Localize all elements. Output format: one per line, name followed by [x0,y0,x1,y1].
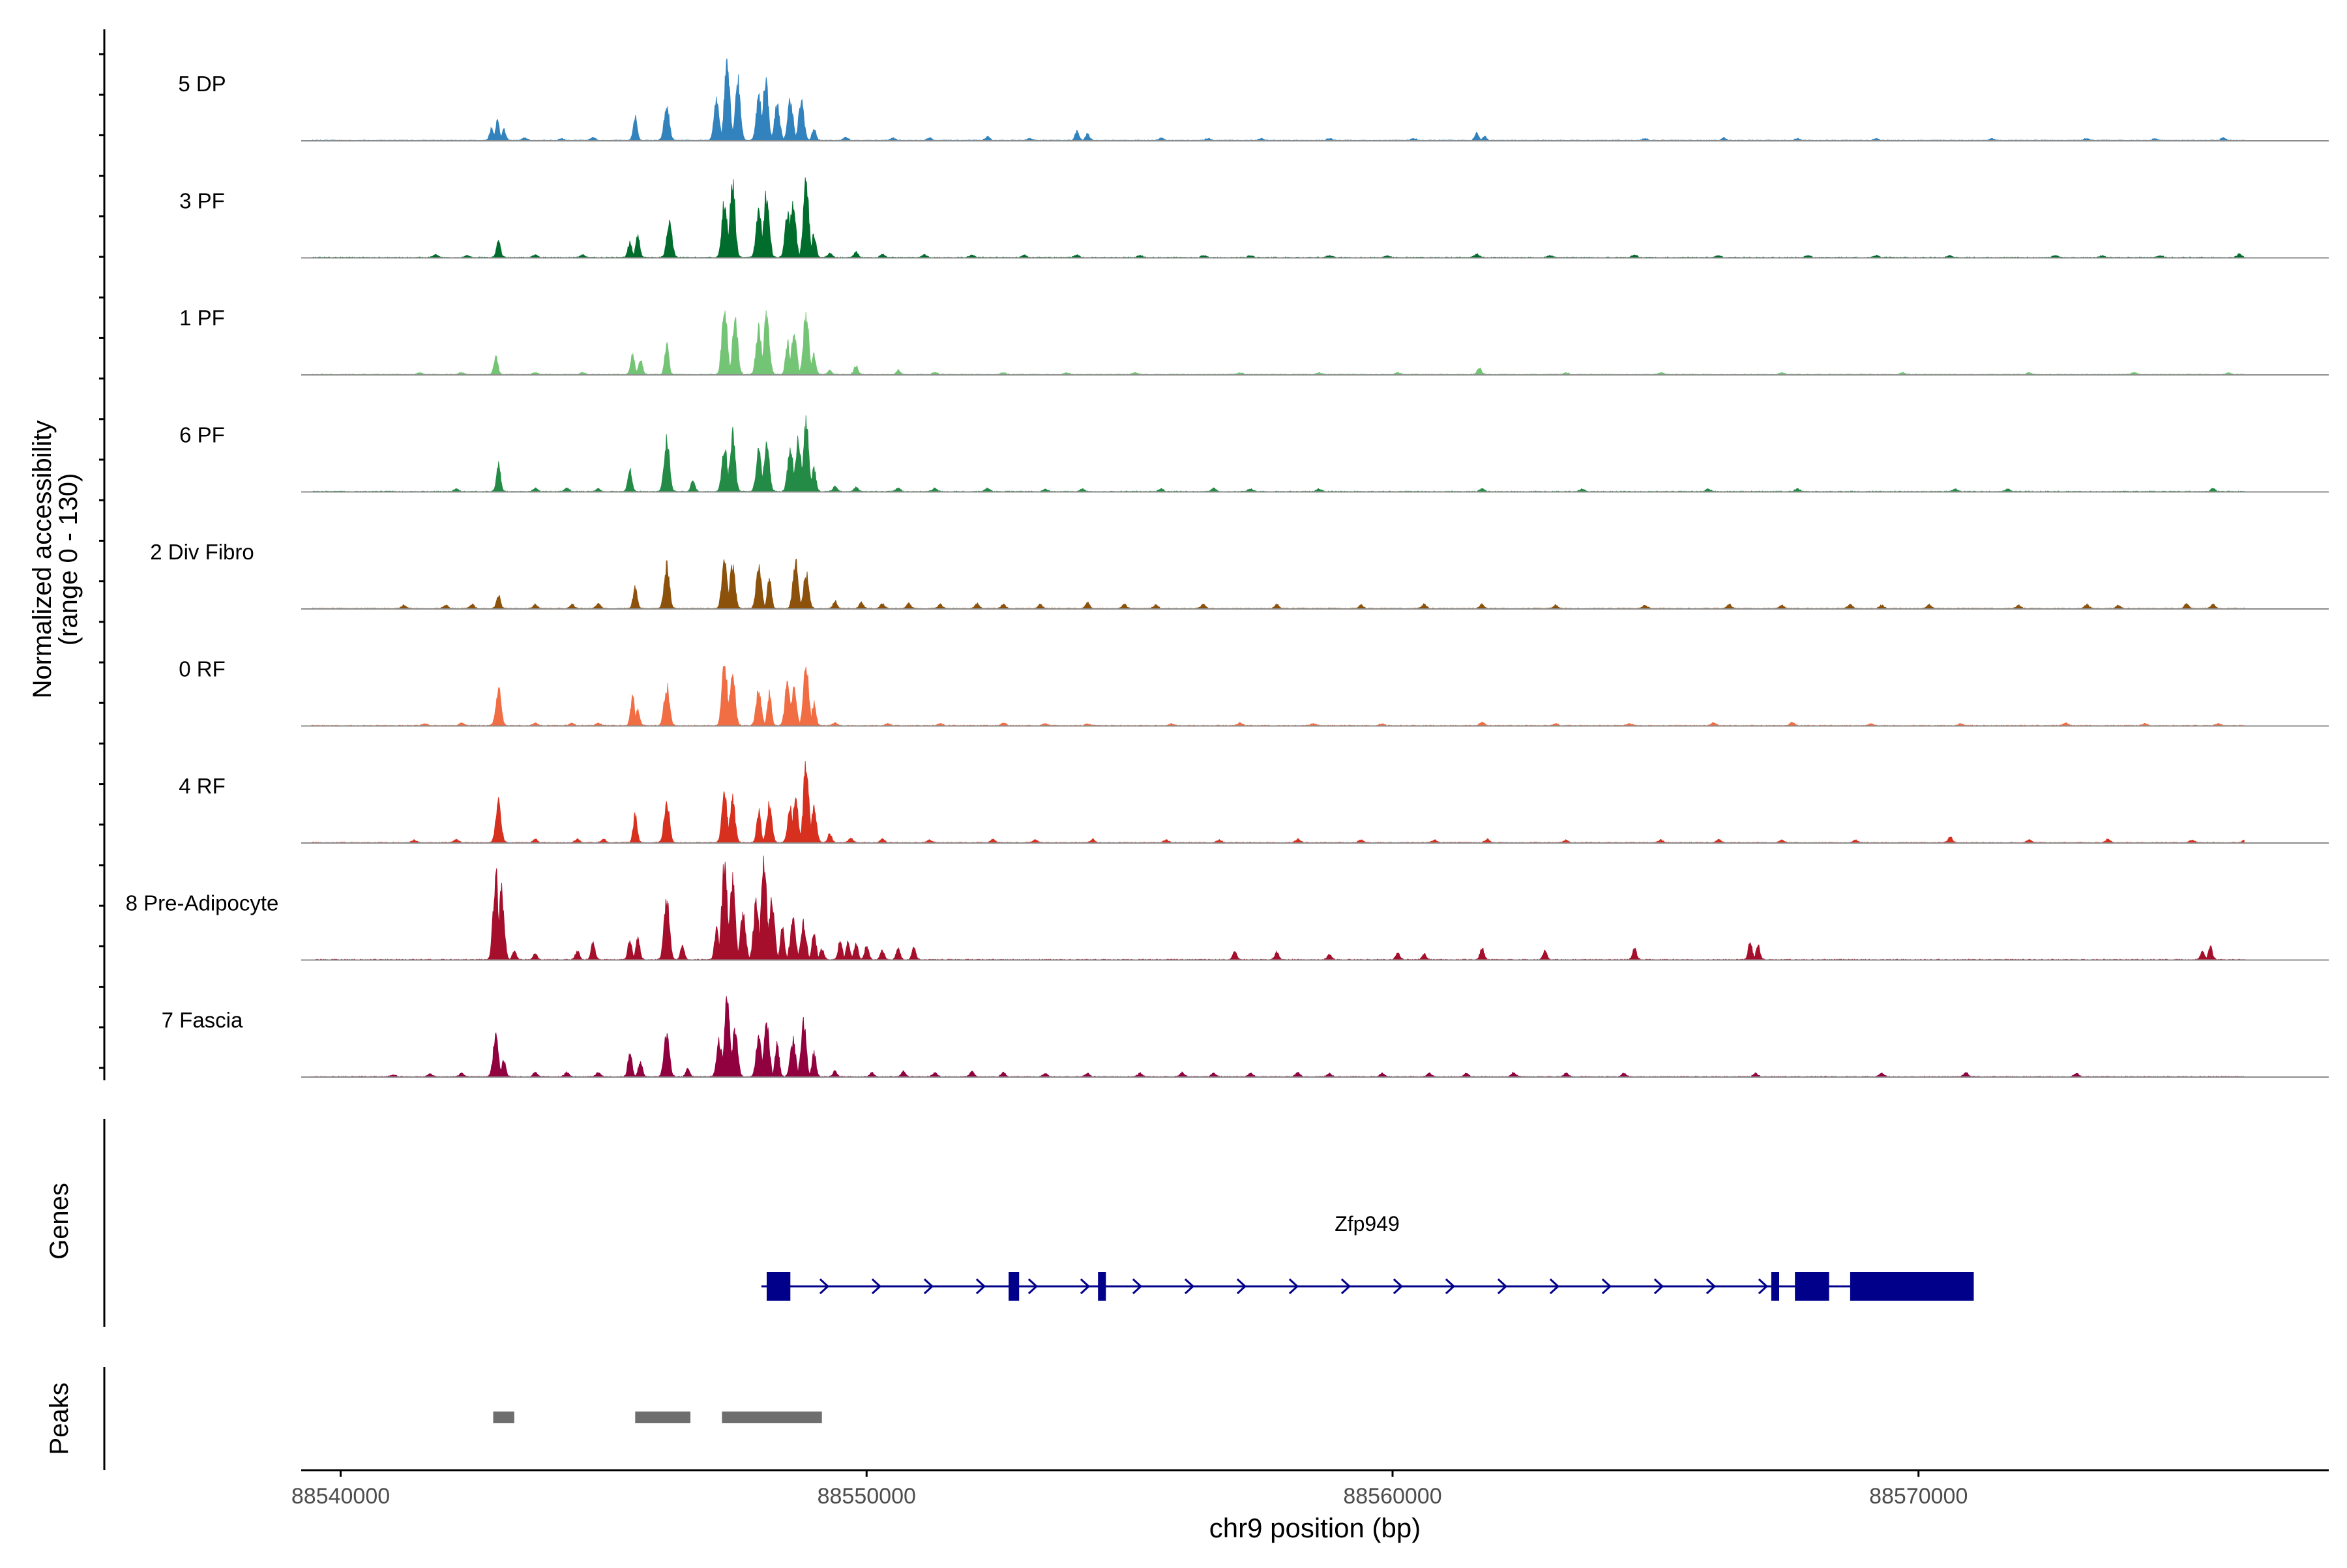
strand-arrow [1601,1278,1612,1295]
gene-name-label: Zfp949 [1335,1212,1400,1235]
strand-arrow [819,1278,830,1295]
track-8: 8 Pre-Adipocyte [126,855,2329,961]
gene-exon [1850,1272,1974,1301]
strand-arrow [1497,1278,1508,1295]
track-4: 6 PF [179,415,2329,493]
track-label: 5 DP [178,72,226,96]
track-label: 8 Pre-Adipocyte [126,891,279,915]
track-label: 0 RF [179,657,226,681]
y-axis-label-line2: (range 0 - 130) [54,473,83,646]
strand-arrow [1549,1278,1560,1295]
strand-arrow [1758,1278,1769,1295]
peak-region [722,1412,822,1423]
strand-arrow [1184,1278,1195,1295]
track-7: 4 RF [179,761,2329,844]
strand-arrow [1132,1278,1143,1295]
x-tick-label: 88560000 [1343,1484,1441,1509]
x-tick-label: 88550000 [818,1484,916,1509]
strand-arrow [1027,1278,1039,1295]
track-label: 3 PF [179,189,225,213]
track-3: 1 PF [179,306,2329,376]
track-6: 0 RF [179,657,2329,727]
peaks-track [493,1412,822,1423]
peak-region [493,1412,514,1423]
track-1: 5 DP [178,58,2329,141]
coverage-area [311,761,2245,844]
track-label: 2 Div Fibro [150,540,254,564]
strand-arrow [871,1278,882,1295]
coverage-area [311,177,2245,259]
x-axis: 88540000 88550000 88560000 88570000 [291,1469,2329,1509]
track-label: 6 PF [179,423,225,447]
track-label: 1 PF [179,306,225,330]
y-axis-label-line1: Normalized accessibility [28,421,57,699]
gene-exon [767,1272,791,1301]
x-tick-label: 88540000 [291,1484,390,1509]
strand-arrow [1445,1278,1456,1295]
coverage-area [311,855,2245,961]
coverage-area [311,666,2245,727]
strand-arrow [1705,1278,1717,1295]
track-label: 7 Fascia [162,1008,243,1032]
strand-arrow [1288,1278,1299,1295]
genes-label: Genes [45,1183,74,1260]
gene-exon [1098,1272,1106,1301]
coverage-area [311,996,2245,1078]
peaks-label: Peaks [45,1382,74,1455]
track-label: 4 RF [179,774,226,798]
strand-arrow [1236,1278,1247,1295]
track-5: 2 Div Fibro [150,540,2329,610]
gene-exon [1795,1272,1829,1301]
strand-arrow [975,1278,986,1295]
gene-exon [1009,1272,1020,1301]
strand-arrow [1393,1278,1404,1295]
strand-arrow [923,1278,934,1295]
coverage-area [311,58,2245,141]
strand-arrow [1080,1278,1091,1295]
accessibility-tracks: 5 DP 3 PF 1 PF 6 PF 2 Div Fibro 0 RF 4 RF 8 Pre… [126,58,2329,1078]
track-2: 3 PF [179,177,2329,259]
x-tick-label: 88570000 [1869,1484,1968,1509]
coverage-area [311,558,2245,610]
gene-track [761,1272,1974,1301]
strand-arrow [1340,1278,1351,1295]
peak-region [635,1412,690,1423]
strand-arrow [1653,1278,1664,1295]
x-axis-title: chr9 position (bp) [1209,1513,1421,1543]
track-9: 7 Fascia [162,996,2329,1078]
coverage-area [311,415,2245,493]
coverage-area [311,310,2245,376]
left-axes [99,29,106,1470]
gene-exon [1771,1272,1779,1301]
